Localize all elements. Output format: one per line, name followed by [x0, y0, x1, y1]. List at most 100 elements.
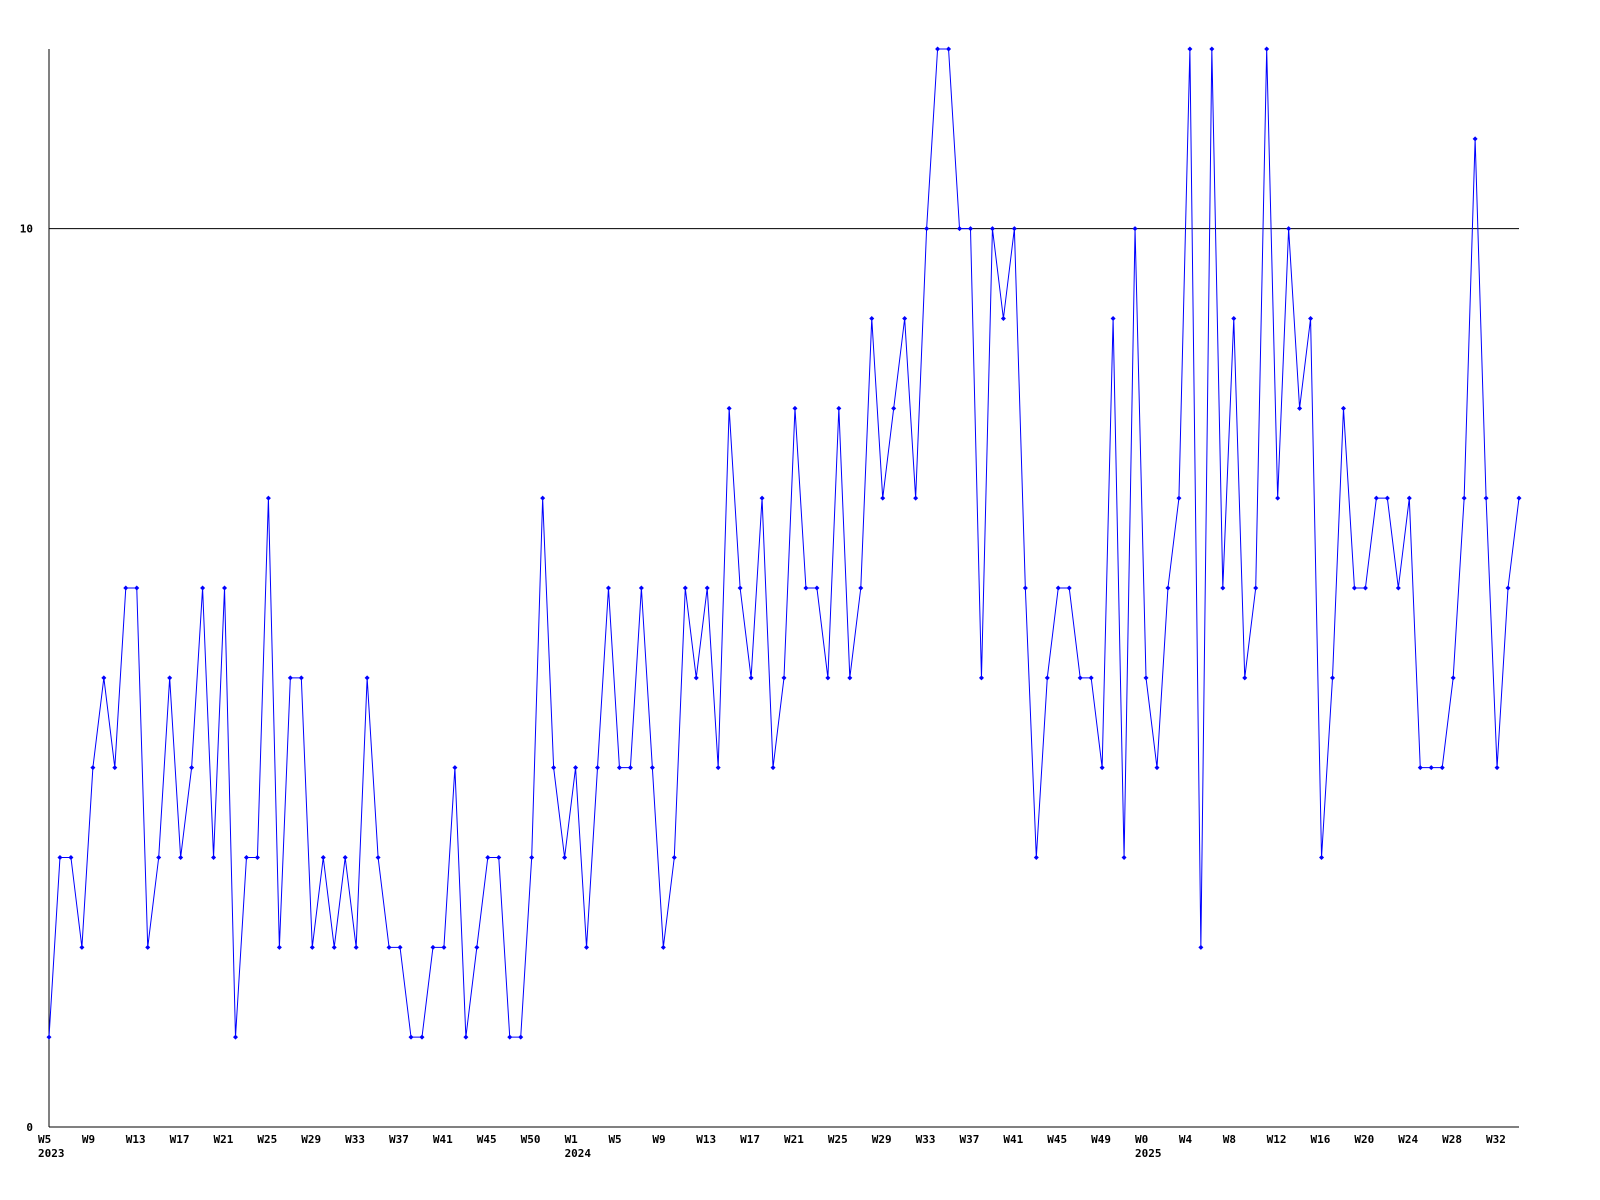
- data-point: [178, 855, 184, 860]
- y-tick-label: 0: [26, 1121, 33, 1134]
- x-tick-label: W45: [477, 1133, 497, 1146]
- data-point: [562, 855, 568, 860]
- data-point: [1417, 765, 1423, 771]
- data-point: [386, 944, 392, 950]
- x-tick-label: W9: [652, 1133, 665, 1146]
- x-tick-label: W25: [828, 1133, 848, 1146]
- data-point: [1351, 585, 1357, 591]
- data-point: [200, 585, 206, 591]
- data-point: [781, 675, 787, 681]
- data-point: [913, 495, 919, 501]
- data-point: [507, 1034, 513, 1040]
- x-tick-label: W33: [345, 1133, 365, 1146]
- data-point: [167, 675, 173, 681]
- data-point: [1011, 226, 1017, 232]
- x-tick-label: W41: [433, 1133, 453, 1146]
- data-point: [1231, 316, 1237, 321]
- data-point: [1088, 675, 1094, 681]
- data-point: [79, 944, 85, 950]
- data-point: [573, 765, 579, 771]
- x-tick-label: W29: [872, 1133, 892, 1146]
- data-point: [1176, 495, 1182, 501]
- data-point: [1428, 765, 1434, 771]
- data-point: [1406, 495, 1412, 501]
- data-point: [770, 765, 776, 771]
- data-point: [408, 1034, 414, 1040]
- data-point: [891, 405, 897, 411]
- data-point: [68, 855, 74, 860]
- data-point: [748, 675, 754, 681]
- data-point: [605, 585, 611, 591]
- data-point: [693, 675, 699, 681]
- data-point: [145, 944, 151, 950]
- data-point: [496, 855, 502, 860]
- data-point: [1275, 495, 1281, 501]
- data-point: [1033, 855, 1039, 860]
- data-point: [1461, 495, 1467, 501]
- data-point: [309, 944, 315, 950]
- data-point: [1494, 765, 1500, 771]
- data-point: [584, 944, 590, 950]
- data-point: [518, 1034, 524, 1040]
- data-point: [946, 46, 952, 52]
- data-point: [1055, 585, 1061, 591]
- data-point: [836, 405, 842, 411]
- x-tick-label: W9: [82, 1133, 95, 1146]
- data-point: [1242, 675, 1248, 681]
- data-point: [485, 855, 491, 860]
- data-point: [331, 944, 337, 950]
- data-point: [858, 585, 864, 591]
- x-tick-label: W37: [389, 1133, 409, 1146]
- data-point: [1308, 316, 1314, 321]
- data-point: [1264, 46, 1270, 52]
- data-point: [847, 675, 853, 681]
- data-point: [287, 675, 293, 681]
- data-point: [353, 944, 359, 950]
- x-tick-label: W16: [1311, 1133, 1331, 1146]
- data-point: [320, 855, 326, 860]
- x-tick-label: W8: [1223, 1133, 1236, 1146]
- data-point: [375, 855, 381, 860]
- x-tick-label: W5: [608, 1133, 621, 1146]
- x-tick-label: W21: [214, 1133, 234, 1146]
- data-point: [1253, 585, 1259, 591]
- x-year-label: 2025: [1135, 1147, 1162, 1160]
- x-tick-label: W45: [1047, 1133, 1067, 1146]
- data-point: [101, 675, 107, 681]
- data-point: [869, 316, 875, 321]
- data-point: [1044, 675, 1050, 681]
- data-point: [1000, 316, 1006, 321]
- data-point: [364, 675, 370, 681]
- data-point: [978, 675, 984, 681]
- data-point: [792, 405, 798, 411]
- x-year-label: 2023: [38, 1147, 65, 1160]
- x-year-label: 2024: [565, 1147, 592, 1160]
- x-tick-label: W20: [1354, 1133, 1374, 1146]
- data-point: [276, 944, 282, 950]
- data-point: [1330, 675, 1336, 681]
- data-point: [1022, 585, 1028, 591]
- x-tick-label: W17: [170, 1133, 190, 1146]
- x-tick-label: W21: [784, 1133, 804, 1146]
- data-point: [452, 765, 458, 771]
- data-point: [189, 765, 195, 771]
- data-point: [1143, 675, 1149, 681]
- data-point: [1132, 226, 1138, 232]
- data-point: [825, 675, 831, 681]
- data-point: [1286, 226, 1292, 232]
- data-point: [1450, 675, 1456, 681]
- x-tick-label: W49: [1091, 1133, 1111, 1146]
- data-point: [90, 765, 96, 771]
- data-point: [627, 765, 633, 771]
- data-point: [419, 1034, 425, 1040]
- data-point: [1395, 585, 1401, 591]
- data-point: [880, 495, 886, 501]
- data-point: [1472, 136, 1478, 142]
- x-tick-label: W13: [126, 1133, 146, 1146]
- data-point: [1362, 585, 1368, 591]
- x-tick-label: W32: [1486, 1133, 1506, 1146]
- data-point: [463, 1034, 469, 1040]
- x-tick-label: W12: [1267, 1133, 1287, 1146]
- data-line: [48, 48, 1520, 1038]
- data-point: [682, 585, 688, 591]
